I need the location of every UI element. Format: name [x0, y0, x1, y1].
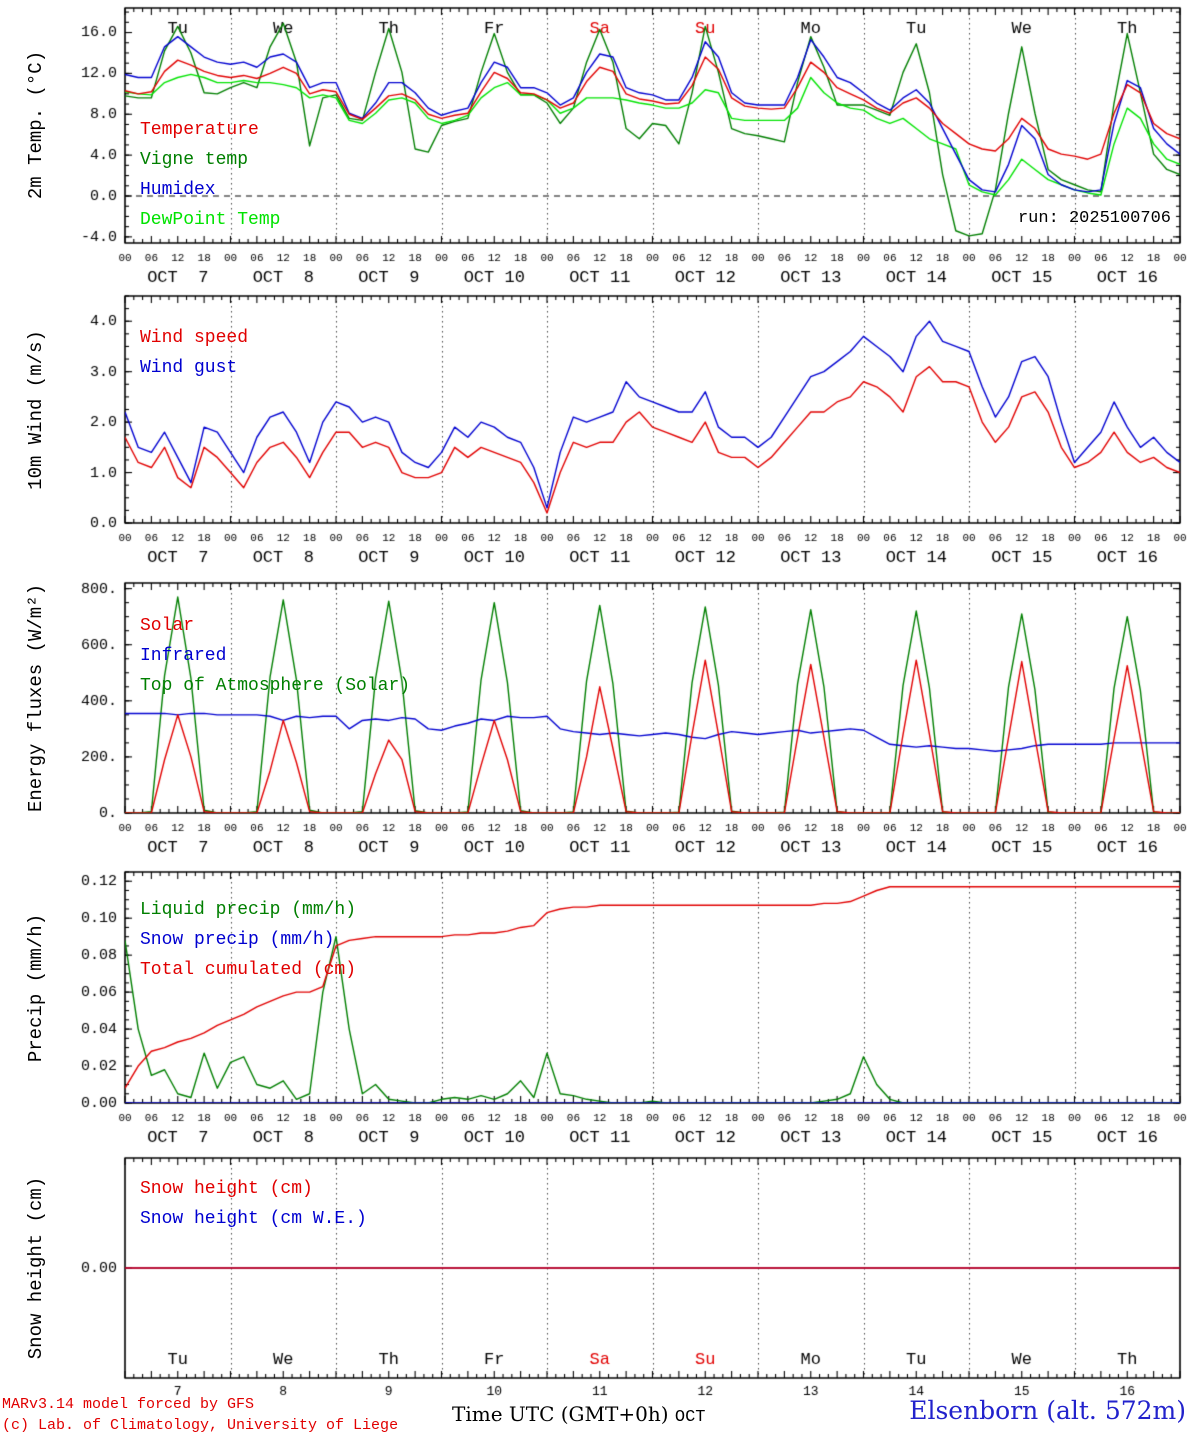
- legend-item: Humidex: [140, 180, 216, 200]
- station-label: Elsenborn (alt. 572m): [909, 1396, 1186, 1425]
- legend-item: DewPoint Temp: [140, 210, 281, 230]
- legend-item: Liquid precip (mm/h): [140, 900, 357, 920]
- legend-item: Snow height (cm): [140, 1179, 313, 1199]
- legend-item: Wind gust: [140, 358, 238, 378]
- y-axis-label-precip: Precip (mm/h): [25, 913, 47, 1063]
- lab-credit: (c) Lab. of Climatology, University of L…: [2, 1417, 399, 1434]
- model-credit: MARv3.14 model forced by GFS: [2, 1396, 255, 1413]
- x-axis-title: Time UTC (GMT+0h) OCT: [452, 1402, 705, 1427]
- run-label: run: 2025100706: [1017, 209, 1171, 228]
- y-axis-label-energy: Energy fluxes (W/m²): [25, 583, 47, 813]
- legend-item: Wind speed: [140, 328, 249, 348]
- legend-item: Temperature: [140, 120, 259, 140]
- legend-snow: Snow height (cm) Snow height (cm W.E.): [140, 1174, 367, 1234]
- y-axis-label-snow: Snow height (cm): [25, 1176, 47, 1360]
- y-axis-label-temperature: 2m Temp. (°C): [25, 50, 47, 200]
- y-axis-label-wind: 10m Wind (m/s): [25, 330, 47, 490]
- legend-item: Solar: [140, 616, 195, 636]
- x-axis-month-label: OCT: [674, 1408, 706, 1427]
- x-axis-title-text: Time UTC (GMT+0h): [452, 1402, 669, 1426]
- legend-item: Infrared: [140, 646, 227, 666]
- legend-wind: Wind speed Wind gust: [140, 323, 248, 383]
- legend-temperature: Temperature Vigne temp Humidex DewPoint Tem…: [140, 115, 280, 235]
- legend-item: Top of Atmosphere (Solar): [140, 676, 411, 696]
- legend-energy: Solar Infrared Top of Atmosphere (Solar): [140, 611, 410, 701]
- legend-item: Snow height (cm W.E.): [140, 1209, 367, 1229]
- legend-precip: Liquid precip (mm/h) Snow precip (mm/h) To…: [140, 895, 356, 985]
- legend-item: Vigne temp: [140, 150, 249, 170]
- legend-item: Snow precip (mm/h): [140, 930, 335, 950]
- legend-item: Total cumulated (cm): [140, 960, 357, 980]
